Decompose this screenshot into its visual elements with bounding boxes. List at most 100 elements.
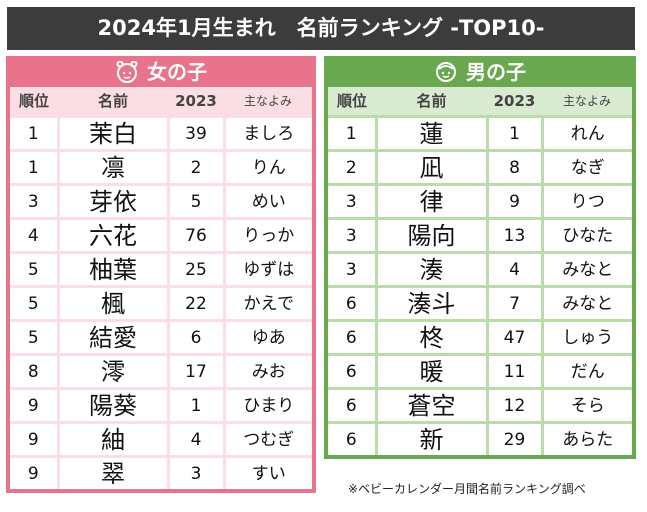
cell-year: 1 [166,387,226,424]
cell-rank: 1 [328,115,378,152]
cell-name: 紬 [56,421,170,458]
cell-year: 22 [166,285,226,322]
cell-year: 9 [485,183,544,220]
table-row: 1 蓮 1 れん [328,115,632,152]
cell-rank: 8 [10,353,60,390]
cell-year: 39 [166,115,226,152]
col-reading: 主なよみ [224,87,312,117]
cell-reading: すい [222,455,312,489]
cell-reading: れん [540,115,632,152]
cell-reading: あらた [540,421,632,455]
cell-year: 25 [166,251,226,288]
girls-label: 女の子 [147,59,207,84]
cell-name: 湊斗 [374,285,489,322]
cell-year: 47 [485,319,544,356]
cell-year: 3 [166,455,226,489]
cell-reading: ゆずは [222,251,312,288]
table-row: 6 柊 47 しゅう [328,319,632,356]
cell-name: 陽向 [374,217,489,254]
cell-reading: みお [222,353,312,390]
cell-reading: かえで [222,285,312,322]
cell-year: 8 [485,149,544,186]
cell-reading: りつ [540,183,632,220]
cell-reading: みなと [540,251,632,288]
cell-name: 新 [374,421,489,455]
cell-year: 4 [166,421,226,458]
cell-name: 凪 [374,149,489,186]
boys-header: 男の子 [328,56,632,87]
cell-name: 律 [374,183,489,220]
cell-name: 澪 [56,353,170,390]
cell-rank: 3 [10,183,60,220]
cell-rank: 9 [10,455,60,489]
cell-reading: ゆあ [222,319,312,356]
boys-ranking-panel: 男の子 順位 名前 2023 主なよみ 1 蓮 1 れん 2 凪 8 なぎ 3 律 9 りつ 3 陽向 13… [324,56,636,459]
table-row: 8 澪 17 みお [10,353,312,390]
cell-name: 芽依 [56,183,170,220]
table-row: 5 柚葉 25 ゆずは [10,251,312,288]
cell-year: 5 [166,183,226,220]
table-row: 6 暖 11 だん [328,353,632,390]
col-rank: 順位 [10,87,58,117]
cell-rank: 9 [10,421,60,458]
table-row: 3 湊 4 みなと [328,251,632,288]
table-row: 3 陽向 13 ひなた [328,217,632,254]
cell-reading: りっか [222,217,312,254]
table-row: 5 楓 22 かえで [10,285,312,322]
page-title: 2024年1月生まれ 名前ランキング -TOP10- [7,7,635,50]
cell-name: 暖 [374,353,489,390]
table-row: 9 翠 3 すい [10,455,312,489]
boys-label: 男の子 [466,59,526,84]
cell-name: 柊 [374,319,489,356]
cell-rank: 3 [328,217,378,254]
cell-year: 29 [485,421,544,455]
table-row: 3 律 9 りつ [328,183,632,220]
footnote: ※ベビーカレンダー月間名前ランキング調べ [348,482,586,496]
table-row: 1 凛 2 りん [10,149,312,186]
cell-reading: つむぎ [222,421,312,458]
table-row: 3 芽依 5 めい [10,183,312,220]
col-reading: 主なよみ [542,87,632,117]
cell-reading: ひまり [222,387,312,424]
cell-year: 6 [166,319,226,356]
cell-rank: 3 [328,251,378,288]
girls-header: 女の子 [10,56,312,87]
cell-year: 17 [166,353,226,390]
table-row: 6 蒼空 12 そら [328,387,632,424]
cell-name: 茉白 [56,115,170,152]
cell-name: 柚葉 [56,251,170,288]
cell-reading: みなと [540,285,632,322]
table-row: 9 陽葵 1 ひまり [10,387,312,424]
table-row: 6 湊斗 7 みなと [328,285,632,322]
cell-rank: 6 [328,353,378,390]
girls-ranking-panel: 女の子 順位 名前 2023 主なよみ 1 茉白 39 ましろ 1 凛 2 りん 3 芽依 5 めい 4… [6,56,316,493]
table-row: 2 凪 8 なぎ [328,149,632,186]
cell-year: 4 [485,251,544,288]
cell-name: 結愛 [56,319,170,356]
cell-rank: 2 [328,149,378,186]
cell-rank: 6 [328,387,378,424]
cell-rank: 5 [10,319,60,356]
cell-year: 13 [485,217,544,254]
col-name: 名前 [376,87,487,117]
cell-reading: りん [222,149,312,186]
cell-rank: 6 [328,319,378,356]
col-rank: 順位 [328,87,376,117]
cell-rank: 5 [10,251,60,288]
cell-reading: しゅう [540,319,632,356]
cell-name: 蓮 [374,115,489,152]
cell-name: 湊 [374,251,489,288]
cell-year: 2 [166,149,226,186]
cell-name: 翠 [56,455,170,489]
cell-year: 7 [485,285,544,322]
col-name: 名前 [58,87,168,117]
cell-reading: なぎ [540,149,632,186]
boy-face-icon [436,61,456,82]
girls-table: 順位 名前 2023 主なよみ 1 茉白 39 ましろ 1 凛 2 りん 3 芽依 5 めい 4 六花 76… [10,87,312,489]
cell-reading: そら [540,387,632,424]
cell-rank: 3 [328,183,378,220]
cell-name: 凛 [56,149,170,186]
cell-year: 12 [485,387,544,424]
cell-name: 蒼空 [374,387,489,424]
cell-reading: だん [540,353,632,390]
